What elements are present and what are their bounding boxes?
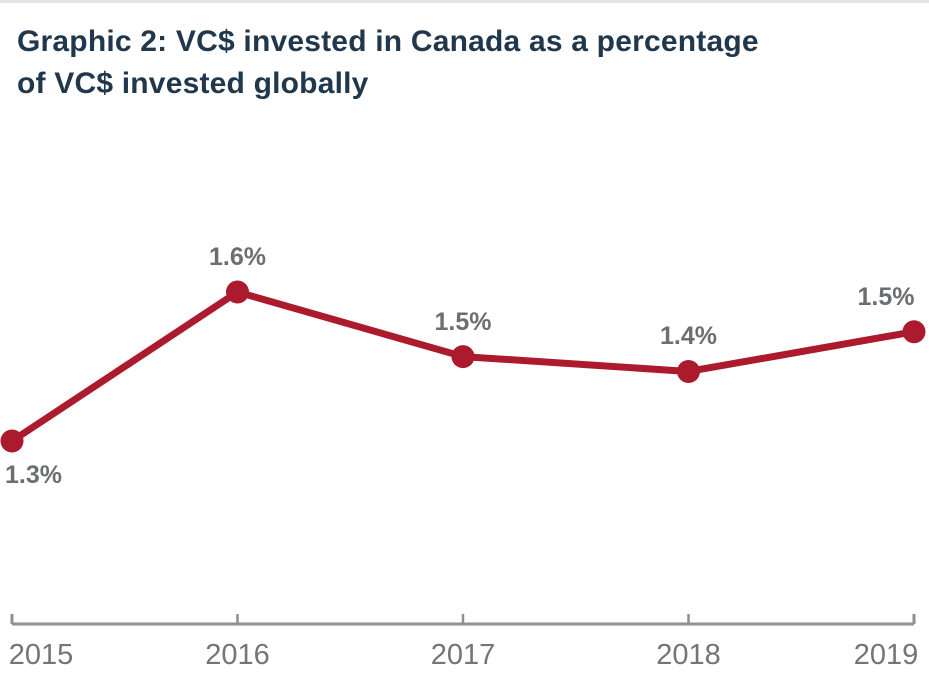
data-point-2016 (226, 280, 249, 304)
data-point-2015 (0, 429, 24, 453)
chart-title-line-2: of VC$ invested globally (17, 67, 369, 100)
data-point-2017 (451, 345, 475, 369)
chart-title-line-1: Graphic 2: VC$ invested in Canada as a p… (17, 25, 759, 58)
chart-title: Graphic 2: VC$ invested in Canada as a p… (17, 21, 759, 105)
line-chart-canvas (0, 280, 926, 626)
data-point-2019 (902, 320, 926, 344)
data-point-2018 (677, 359, 700, 383)
